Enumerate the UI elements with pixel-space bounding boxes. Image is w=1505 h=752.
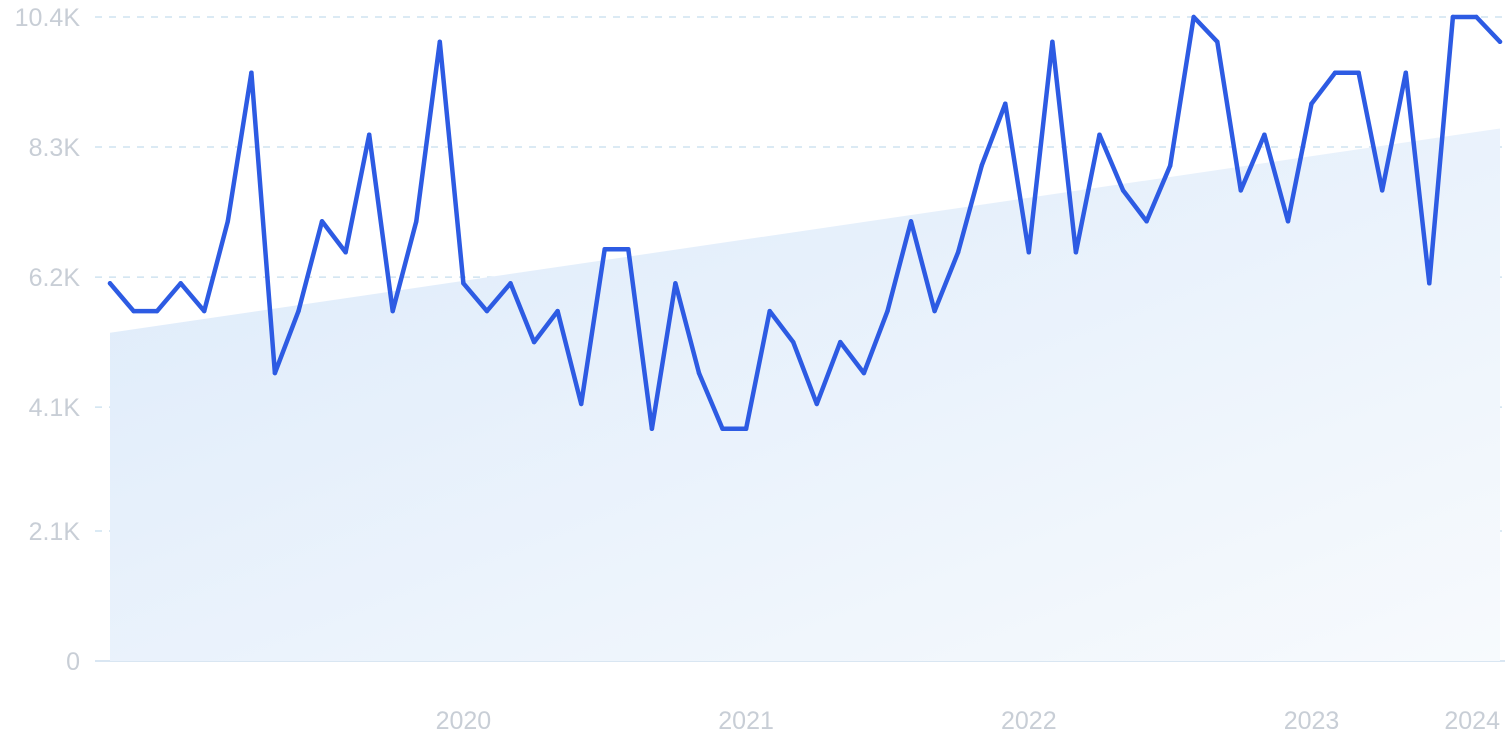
- y-tick-label: 8.3K: [29, 134, 81, 162]
- trend-area: [110, 128, 1500, 661]
- data-point: [1026, 250, 1032, 255]
- data-point: [814, 401, 819, 407]
- data-point: [202, 308, 207, 314]
- data-point: [838, 339, 843, 345]
- y-tick-label: 0: [66, 648, 80, 676]
- data-point: [1309, 101, 1314, 106]
- trend-area-layer: [110, 128, 1500, 661]
- data-point: [649, 426, 655, 431]
- data-point: [767, 308, 772, 314]
- series-line-layer: [107, 14, 1503, 432]
- data-point: [225, 219, 230, 224]
- y-tick-label: 2.1K: [29, 518, 81, 546]
- data-point: [531, 339, 537, 345]
- data-point: [390, 308, 395, 314]
- data-point: [1497, 39, 1503, 44]
- data-point: [861, 370, 867, 376]
- data-point: [1097, 132, 1102, 137]
- data-point: [720, 426, 725, 431]
- data-point: [1403, 70, 1409, 75]
- data-point: [508, 281, 513, 286]
- data-point: [1285, 219, 1291, 224]
- y-tick-label: 6.2K: [29, 264, 81, 292]
- data-point: [107, 281, 113, 286]
- data-point: [484, 308, 490, 314]
- data-point: [249, 70, 254, 75]
- data-point: [343, 250, 348, 255]
- data-point: [178, 281, 183, 286]
- data-point: [1144, 219, 1149, 224]
- data-point: [1474, 14, 1479, 20]
- data-point: [579, 401, 584, 407]
- data-point: [1073, 250, 1079, 255]
- data-point: [1262, 132, 1267, 137]
- x-tick-label: 2022: [1001, 707, 1057, 735]
- x-tick-label: 2024: [1444, 707, 1500, 735]
- data-point: [1168, 163, 1173, 168]
- data-point: [1238, 188, 1244, 193]
- data-point: [979, 163, 984, 168]
- data-point: [1003, 101, 1008, 106]
- data-point: [791, 339, 796, 345]
- x-tick-label: 2023: [1284, 707, 1340, 735]
- y-axis-ticks: 0 2.1K 4.1K 6.2K 8.3K 10.4K: [15, 4, 81, 676]
- data-point: [1191, 14, 1196, 20]
- data-point: [296, 308, 301, 314]
- data-point: [437, 39, 442, 44]
- data-point: [602, 247, 607, 252]
- data-point: [319, 219, 325, 224]
- data-point: [743, 426, 749, 431]
- y-tick-label: 4.1K: [29, 394, 81, 422]
- y-tick-label: 10.4K: [15, 4, 81, 32]
- data-point: [154, 308, 160, 314]
- data-point: [955, 250, 961, 255]
- data-point: [461, 281, 466, 286]
- data-point: [908, 219, 914, 224]
- data-point: [696, 370, 702, 376]
- data-point: [626, 247, 631, 252]
- x-tick-label: 2020: [436, 707, 492, 735]
- series-line: [107, 14, 1503, 432]
- data-point: [932, 308, 937, 314]
- data-point: [885, 308, 890, 314]
- data-point: [414, 219, 419, 224]
- data-point: [272, 370, 278, 376]
- x-tick-label: 2021: [718, 707, 774, 735]
- data-point: [131, 308, 136, 314]
- data-point: [1120, 188, 1126, 193]
- data-point: [673, 281, 678, 286]
- data-point: [1356, 70, 1361, 75]
- data-point: [1450, 14, 1456, 20]
- data-point: [555, 308, 560, 314]
- data-point: [1380, 188, 1385, 193]
- data-point: [1427, 281, 1432, 286]
- data-point: [1050, 39, 1055, 44]
- data-point: [367, 132, 372, 137]
- x-axis-ticks: 2020 2021 2022 2023 2024: [436, 707, 1501, 735]
- data-point: [1215, 39, 1220, 44]
- data-point: [1332, 70, 1338, 75]
